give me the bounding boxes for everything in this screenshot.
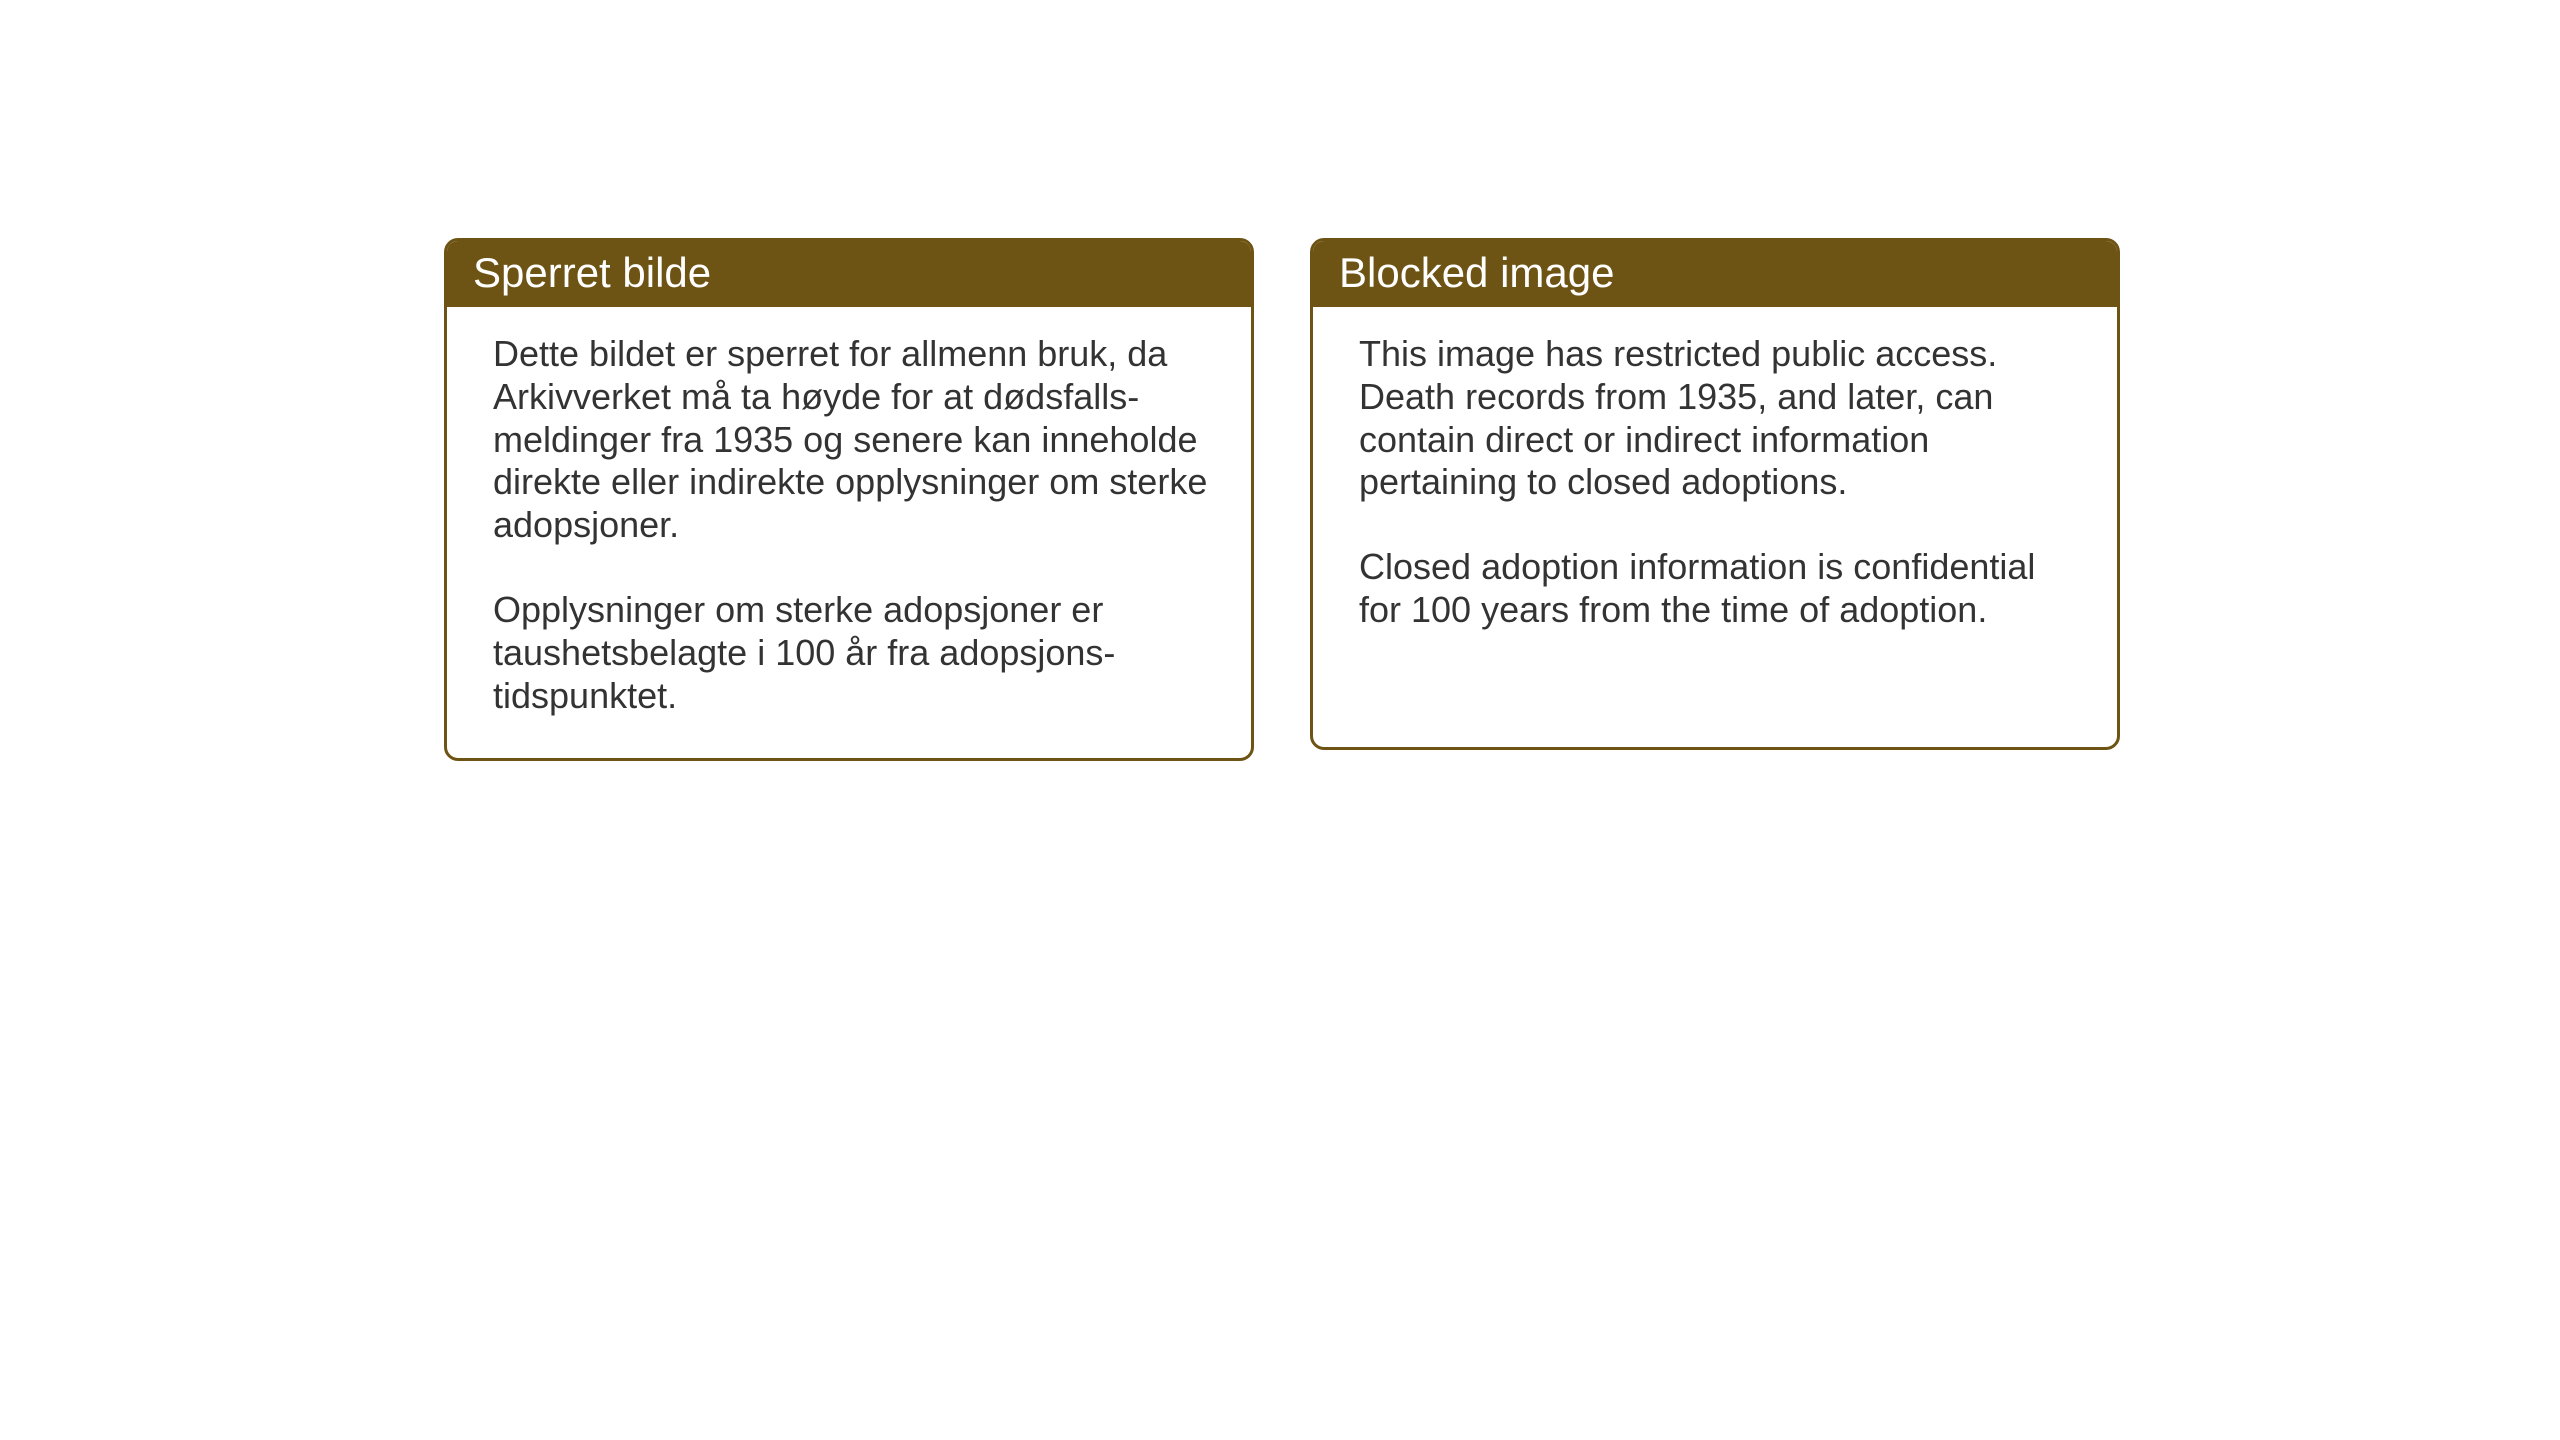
notice-paragraph: Closed adoption information is confident…	[1359, 546, 2077, 632]
notice-card-header: Blocked image	[1313, 241, 2117, 307]
notice-cards-container: Sperret bilde Dette bildet er sperret fo…	[444, 238, 2120, 761]
notice-paragraph: Dette bildet er sperret for allmenn bruk…	[493, 333, 1211, 547]
notice-paragraph: Opplysninger om sterke adopsjoner er tau…	[493, 589, 1211, 717]
notice-card-norwegian: Sperret bilde Dette bildet er sperret fo…	[444, 238, 1254, 761]
notice-title-english: Blocked image	[1339, 249, 1614, 296]
notice-card-english: Blocked image This image has restricted …	[1310, 238, 2120, 750]
notice-paragraph: This image has restricted public access.…	[1359, 333, 2077, 504]
notice-card-body: Dette bildet er sperret for allmenn bruk…	[447, 307, 1251, 758]
notice-title-norwegian: Sperret bilde	[473, 249, 711, 296]
notice-card-header: Sperret bilde	[447, 241, 1251, 307]
notice-card-body: This image has restricted public access.…	[1313, 307, 2117, 672]
